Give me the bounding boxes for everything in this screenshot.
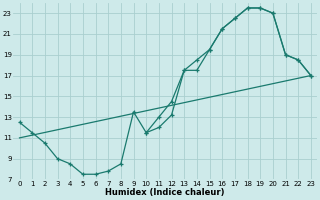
X-axis label: Humidex (Indice chaleur): Humidex (Indice chaleur)	[106, 188, 225, 197]
